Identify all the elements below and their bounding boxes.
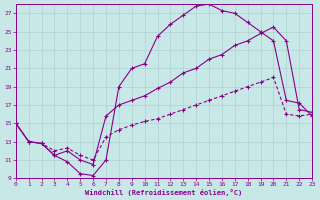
X-axis label: Windchill (Refroidissement éolien,°C): Windchill (Refroidissement éolien,°C) bbox=[85, 189, 243, 196]
